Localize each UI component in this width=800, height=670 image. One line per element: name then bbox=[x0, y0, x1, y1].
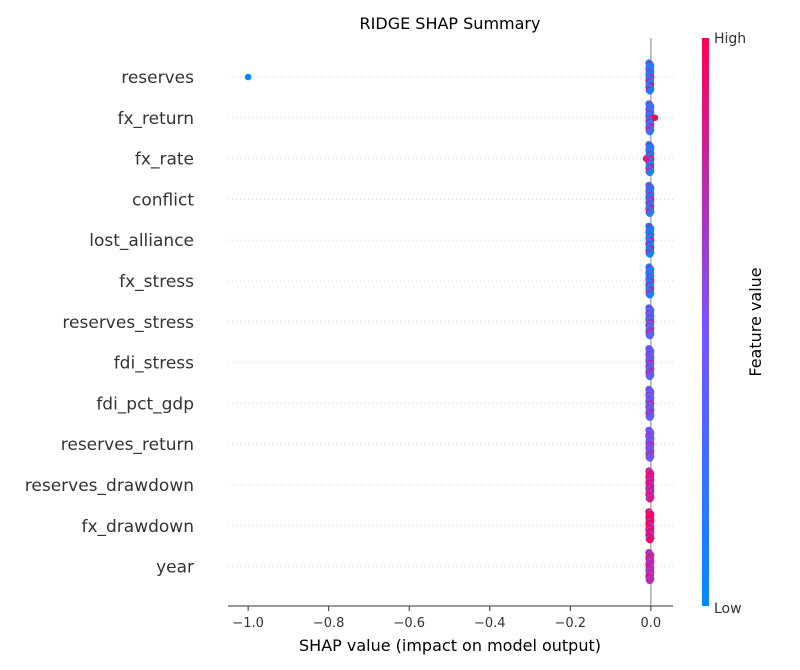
colorbar-label: Feature value bbox=[746, 267, 765, 376]
shap-outlier-point bbox=[642, 155, 650, 162]
chart-title: RIDGE SHAP Summary bbox=[360, 14, 541, 33]
shap-point bbox=[646, 87, 654, 95]
feature-label: lost_alliance bbox=[89, 231, 194, 251]
feature-label: fx_return bbox=[117, 109, 194, 129]
feature-label: reserves_stress bbox=[62, 313, 194, 333]
feature-label: year bbox=[156, 558, 194, 578]
points-layer bbox=[244, 59, 659, 585]
feature-label: fx_drawdown bbox=[81, 517, 194, 537]
shap-point bbox=[646, 250, 654, 258]
feature-label: reserves_return bbox=[61, 435, 194, 455]
x-tick-label: 0.0 bbox=[641, 616, 662, 631]
x-tick-label: −0.2 bbox=[555, 616, 587, 631]
colorbar-low-label: Low bbox=[714, 601, 742, 617]
shap-outlier-point bbox=[651, 114, 659, 122]
shap-point bbox=[646, 332, 654, 340]
x-axis-label: SHAP value (impact on model output) bbox=[299, 636, 601, 655]
feature-label: reserves_drawdown bbox=[25, 476, 194, 496]
feature-labels: reserves fx_return fx_rate conflict lost_all… bbox=[25, 68, 195, 578]
shap-point bbox=[646, 495, 654, 503]
feature-label: conflict bbox=[132, 190, 194, 210]
feature-label: fx_stress bbox=[119, 272, 194, 292]
shap-point bbox=[646, 128, 654, 136]
shap-point bbox=[646, 577, 654, 585]
x-ticks: −1.0 −0.8 −0.6 −0.4 −0.2 0.0 bbox=[232, 606, 661, 631]
x-tick-label: −0.4 bbox=[474, 616, 506, 631]
shap-point bbox=[646, 209, 654, 217]
shap-point bbox=[646, 169, 654, 177]
shap-outlier-point bbox=[244, 73, 252, 81]
shap-point bbox=[646, 373, 654, 381]
x-tick-label: −0.6 bbox=[393, 616, 425, 631]
feature-label: fdi_pct_gdp bbox=[96, 394, 194, 414]
colorbar-high-label: High bbox=[714, 31, 746, 47]
shap-point bbox=[646, 413, 654, 421]
shap-point bbox=[646, 291, 654, 299]
shap-point bbox=[646, 536, 654, 544]
feature-label: reserves bbox=[121, 68, 194, 88]
feature-label: fdi_stress bbox=[114, 354, 194, 374]
x-tick-label: −1.0 bbox=[232, 616, 264, 631]
feature-label: fx_rate bbox=[135, 150, 194, 170]
colorbar bbox=[702, 38, 709, 606]
shap-point bbox=[646, 454, 654, 462]
x-tick-label: −0.8 bbox=[313, 616, 345, 631]
grid-lines bbox=[228, 76, 673, 567]
